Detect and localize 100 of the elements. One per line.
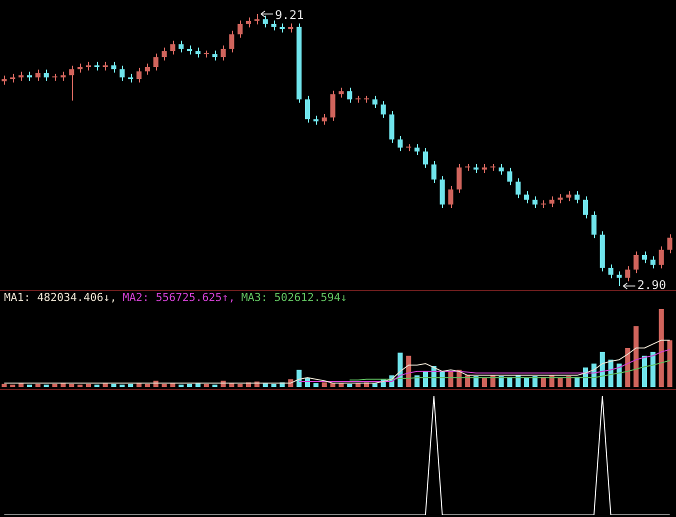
text: MA3: 502612.594↓ [241,291,348,304]
candlestick [262,15,268,28]
bar [473,376,479,387]
candlestick [271,20,276,31]
candlestick [456,164,462,194]
bar [128,384,134,387]
candlestick [634,251,639,274]
candlestick [111,61,116,74]
candlestick [498,164,504,176]
candlestick [330,90,336,122]
bar [271,384,276,387]
bar [2,384,7,387]
candlestick [280,22,285,34]
candlestick [60,71,66,82]
candlestick [507,167,512,186]
bar [86,384,91,387]
bar [162,384,167,387]
candlestick [616,270,622,286]
bar [322,382,327,387]
candlestick [212,50,218,62]
candlestick [558,194,563,204]
candlestick [187,44,192,56]
bar [616,364,622,387]
candlestick [35,69,40,82]
bar [566,376,572,387]
candlestick [78,63,83,74]
bar [658,309,664,387]
text: MA2: 556725.625↑, [122,291,236,304]
candlestick [120,65,125,82]
candlestick [524,190,530,204]
candlestick [516,178,521,199]
bar [52,384,58,387]
candlestick [347,87,352,104]
candlestick [162,47,167,62]
candlestick [380,100,386,118]
candlestick [26,71,32,82]
candlestick [574,190,580,204]
bar [69,384,74,387]
text: MA1: 482034.406↓, [4,291,117,304]
candlestick [372,95,378,108]
candlestick [2,75,7,86]
candlestick [136,67,142,84]
candlestick [18,71,24,82]
candlestick [422,148,428,168]
candlestick [238,20,243,38]
bar [204,384,209,387]
bar [330,383,336,387]
candlestick [220,44,226,62]
bar [532,376,538,387]
bar [347,384,352,387]
candlestick [338,87,344,98]
candlestick [195,47,201,58]
candlestick [229,30,234,53]
candlestick [549,196,554,208]
candlestick [658,246,664,269]
candlestick [540,200,546,208]
candlestick [667,234,672,254]
bar [144,384,150,387]
bar [625,348,630,387]
candlestick [69,65,74,102]
candlestick [482,164,487,174]
candlestick [583,196,588,219]
bar [642,356,648,387]
candlestick [144,63,150,76]
candlestick [448,185,454,208]
bar [187,384,192,387]
bar [111,384,116,387]
bar [524,378,530,387]
candlestick [254,14,260,25]
annotation: 2.90 [637,278,666,292]
candlestick [288,22,294,34]
candlestick [170,40,176,56]
candlestick [322,114,327,126]
candlestick [591,210,596,239]
bar [482,378,487,387]
candlestick [473,164,479,174]
candlestick [44,69,49,82]
candlestick [414,144,420,156]
bar [667,340,672,387]
bar [498,376,504,387]
bar [650,352,656,387]
bar [634,326,639,387]
candlestick [246,16,252,28]
candlestick [625,266,630,282]
bar [313,383,318,387]
candlestick [153,53,158,71]
bar [238,384,243,387]
candlestick [313,115,318,126]
candlestick [431,160,436,184]
candlestick [304,95,310,124]
candlestick [398,135,403,152]
candlestick [642,251,648,264]
candlestick [650,256,656,269]
candlestick [608,264,614,279]
bar [600,352,605,387]
candlestick [178,40,184,53]
candlestick [566,190,572,202]
bar [558,378,563,387]
candlestick [532,196,538,208]
annotation: 9.21 [274,8,304,22]
